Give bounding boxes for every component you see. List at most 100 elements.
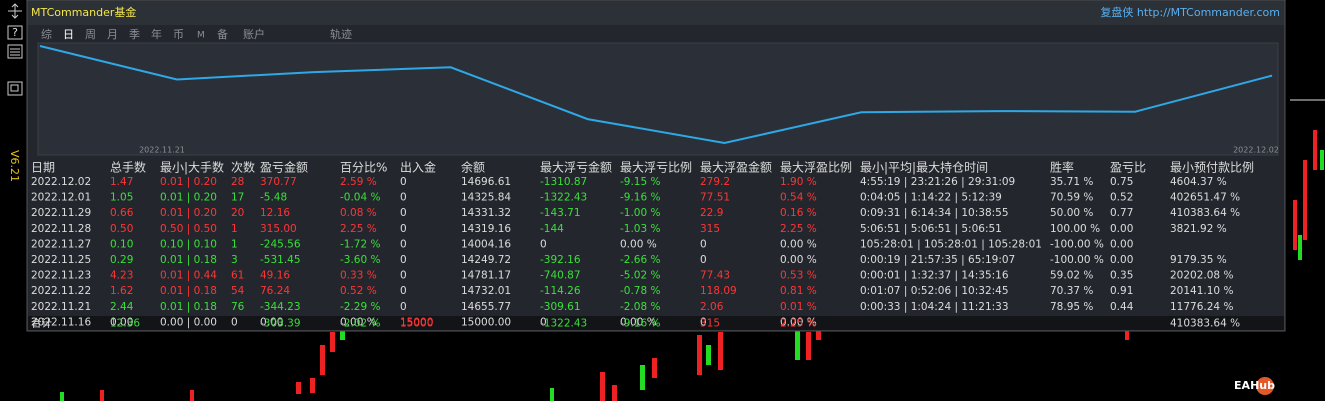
tab[interactable]: 轨迹 — [330, 27, 352, 41]
tab[interactable]: 账户 — [243, 27, 265, 41]
row-label: 2022.11.23 — [31, 270, 91, 282]
table-cell: 0 — [400, 223, 407, 235]
table-cell: -1.03 % — [620, 223, 661, 235]
move-icon[interactable] — [8, 3, 22, 19]
table-cell: 17 — [231, 192, 244, 204]
table-cell: 0.50 — [110, 223, 133, 235]
table-cell: -9.16 % — [620, 318, 661, 330]
table-cell: 78.95 % — [1050, 301, 1093, 313]
table-cell: -100.00 % — [1050, 238, 1104, 250]
table-cell: 12.36 — [110, 318, 140, 330]
background-candles — [60, 99, 1325, 401]
table-cell: 0.75 — [1110, 176, 1133, 188]
table-cell: 0.00 % — [780, 316, 817, 328]
table-cell: 14655.77 — [461, 301, 511, 313]
table-cell: 14325.84 — [461, 192, 511, 204]
column-header: 总手数 — [110, 160, 146, 175]
table-cell: 76.24 — [260, 285, 290, 297]
table-cell: 0.00 % — [340, 316, 377, 328]
table-cell: 0 — [400, 207, 407, 219]
table-cell: 0:01:07 | 0:52:06 | 10:32:45 — [860, 285, 1009, 297]
table-cell: 100.00 % — [1050, 223, 1100, 235]
tab[interactable]: 综 — [41, 27, 52, 41]
table-cell: 3 — [231, 254, 238, 266]
tab[interactable]: 备 — [217, 27, 228, 41]
tab[interactable]: 周 — [85, 28, 96, 41]
table-cell: 70.59 % — [1050, 192, 1093, 204]
table-cell: 0.01 | 0.18 — [160, 254, 217, 266]
table-cell: -9.16 % — [620, 192, 661, 204]
table-cell: 0.16 % — [780, 207, 817, 219]
table-cell: 0.52 % — [340, 285, 377, 297]
row-label: 2022.11.27 — [31, 238, 91, 250]
table-cell: 1.90 % — [780, 176, 817, 188]
table-cell: 315 — [700, 223, 720, 235]
row-label: 2022.11.22 — [31, 285, 91, 297]
tab[interactable]: 日 — [63, 28, 74, 41]
table-cell: -1.00 % — [620, 207, 661, 219]
table-cell: 0 — [400, 176, 407, 188]
column-header: 盈亏比 — [1110, 161, 1146, 175]
table-cell: 0.00 % — [780, 254, 817, 266]
table-cell: -9.15 % — [620, 176, 661, 188]
table-cell: -3.60 % — [340, 254, 381, 266]
table-cell: 12.16 — [260, 207, 290, 219]
table-cell: 0 — [400, 238, 407, 250]
table-cell: 20 — [231, 207, 244, 219]
table-cell: -2.66 % — [620, 254, 661, 266]
tab[interactable]: 年 — [151, 27, 162, 41]
table-cell: 0.33 % — [340, 270, 377, 282]
table-cell: -1322.43 — [540, 192, 587, 204]
column-header: 盈亏金额 — [260, 160, 308, 175]
site-link[interactable]: 复盘侠 http://MTCommander.com — [1100, 5, 1280, 19]
table-cell: 0.35 — [1110, 270, 1133, 282]
table-cell: 59.02 % — [1050, 270, 1093, 282]
table-cell: 0:09:31 | 6:14:34 | 10:38:55 — [860, 207, 1009, 219]
tab[interactable]: 币 — [173, 28, 184, 41]
table-cell: 105:28:01 | 105:28:01 | 105:28:01 — [860, 238, 1042, 250]
help-icon[interactable] — [7, 25, 23, 40]
row-label: 2022.11.28 — [31, 223, 91, 235]
header-bar — [28, 1, 1284, 25]
version: V6.21 — [8, 150, 21, 182]
table-cell: 14781.17 — [461, 270, 511, 282]
balance-line — [39, 45, 1273, 145]
row-label: 2022.11.16 — [31, 316, 91, 328]
column-header: 最大浮盈金额 — [700, 160, 772, 175]
table-cell: 1 — [231, 223, 238, 235]
column-header: 最大浮亏金额 — [540, 160, 612, 175]
table-cell: -2.08 % — [620, 301, 661, 313]
table-cell: 279.2 — [700, 176, 730, 188]
table-cell: 49.16 — [260, 270, 290, 282]
row-label: 合计 — [31, 317, 52, 330]
tab[interactable]: M — [197, 31, 205, 41]
table-cell: 0:00:01 | 1:32:37 | 14:35:16 — [860, 270, 1009, 282]
table-cell: 9179.35 % — [1170, 254, 1227, 266]
row-label: 2022.12.01 — [31, 192, 91, 204]
table-cell: 5:06:51 | 5:06:51 | 5:06:51 — [860, 223, 1002, 235]
table-cell: 0.00 % — [620, 316, 657, 328]
table-cell: 20202.08 % — [1170, 270, 1233, 282]
table-cell: 410383.64 % — [1170, 318, 1240, 330]
list-icon[interactable] — [7, 44, 23, 59]
table-cell: 0.52 — [1110, 192, 1133, 204]
table-cell: 28 — [231, 176, 244, 188]
table-cell: -344.23 — [260, 301, 301, 313]
table-cell: 0.66 — [110, 207, 134, 219]
x-label: 2022.11.21 — [139, 146, 185, 155]
chart-area — [37, 42, 1279, 156]
tab[interactable]: 月 — [107, 28, 118, 41]
help-icon-text[interactable]: ? — [12, 26, 18, 39]
table-cell: 35.71 % — [1050, 176, 1093, 188]
table-cell: 315.00 — [260, 223, 297, 235]
table-cell: 14004.16 — [461, 238, 511, 250]
tab[interactable]: 季 — [129, 28, 140, 41]
table-cell: -392.16 — [540, 254, 581, 266]
table-cell: 77.43 — [700, 270, 730, 282]
window-icon[interactable] — [7, 81, 23, 96]
table-cell: -143.71 — [540, 207, 581, 219]
table-cell: 1.47 — [110, 176, 133, 188]
table-cell: 22.9 — [700, 207, 723, 219]
table-cell: 0.01 % — [780, 301, 817, 313]
